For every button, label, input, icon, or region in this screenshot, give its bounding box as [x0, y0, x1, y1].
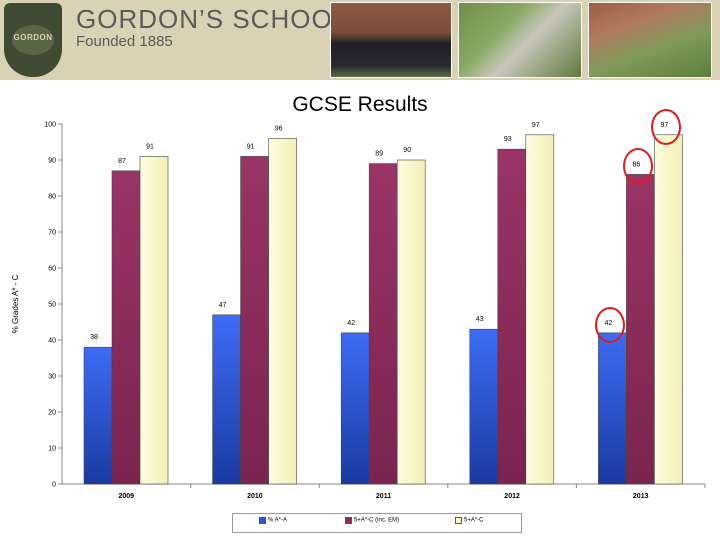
data-label: 96	[275, 125, 283, 132]
school-name: GORDON’S SCHOOL	[76, 4, 349, 34]
legend-item: 5+A*-C	[455, 517, 484, 524]
bar-5-a-c-inc-em--2013	[626, 174, 655, 485]
crest-emblem	[12, 25, 54, 55]
bar-5-a-c-2011	[396, 159, 426, 485]
y-tick-label: 70	[48, 230, 56, 237]
bar-5-a-c-2012	[525, 134, 555, 485]
y-tick-label: 20	[48, 410, 56, 417]
x-tick-label: 2010	[247, 493, 263, 500]
highlight-circle	[623, 148, 654, 185]
team-photo	[330, 2, 452, 78]
y-axis-label: % Grades A* - C	[11, 274, 20, 333]
bar-5-a-c-inc-em--2010	[240, 156, 269, 485]
x-tick-label: 2012	[504, 493, 520, 500]
data-label: 38	[90, 334, 98, 341]
running-photo	[588, 2, 712, 78]
bar-5-a-c-inc-em--2011	[368, 163, 398, 485]
bar-5-a-c-inc-em--2009	[111, 170, 141, 485]
highlight-circle	[651, 108, 682, 145]
crest-label: GORDON	[13, 33, 53, 42]
bar--a-a-2011	[340, 332, 370, 485]
founded-year: Founded 1885	[76, 33, 173, 50]
y-tick-label: 0	[52, 482, 56, 489]
legend-item: 5+A*-C (inc. EM)	[345, 517, 399, 524]
highlight-circle	[595, 306, 626, 343]
header-banner: GORDON GORDON’S SCHOOL Founded 1885	[0, 0, 720, 80]
bar--a-a-2010	[212, 314, 241, 485]
bar-5-a-c-2009	[139, 156, 169, 485]
bar-5-a-c-inc-em--2012	[497, 148, 527, 485]
data-label: 43	[476, 316, 484, 323]
data-label: 91	[247, 143, 255, 150]
data-label: 89	[375, 151, 383, 158]
legend-item: % A*-A	[259, 517, 287, 524]
x-tick-label: 2009	[119, 493, 135, 500]
gcse-bar-chart: 0 10 20 30 40 50 60 70 80 90 100 % Grades A* - C 200…	[11, 122, 706, 500]
bar--a-a-2013	[598, 332, 627, 485]
y-tick-label: 100	[44, 122, 56, 129]
data-label: 47	[219, 302, 227, 309]
legend-swatch	[455, 517, 462, 524]
y-tick-label: 50	[48, 302, 56, 309]
legend-swatch	[345, 517, 352, 524]
y-tick-label: 40	[48, 338, 56, 345]
legend-swatch	[259, 517, 266, 524]
data-label: 93	[504, 136, 512, 143]
cricket-photo	[458, 2, 582, 78]
data-label: 90	[403, 147, 411, 154]
chart-legend: % A*-A 5+A*-C (inc. EM) 5+A*-C	[232, 513, 522, 533]
x-tick-label: 2011	[376, 493, 391, 500]
bar-5-a-c-2013	[654, 134, 683, 485]
y-tick-label: 60	[48, 266, 56, 273]
y-tick-label: 90	[48, 158, 56, 165]
legend-label: 5+A*-C	[464, 517, 484, 524]
y-tick-label: 80	[48, 194, 56, 201]
chart-title: GCSE Results	[292, 93, 428, 116]
bar--a-a-2009	[83, 346, 113, 485]
bar--a-a-2012	[469, 328, 499, 485]
data-label: 91	[146, 143, 154, 150]
data-label: 87	[118, 158, 126, 165]
data-label: 42	[347, 320, 355, 327]
y-tick-label: 30	[48, 374, 56, 381]
school-crest-icon: GORDON	[4, 3, 62, 77]
data-label: 97	[532, 122, 540, 129]
legend-label: 5+A*-C (inc. EM)	[354, 517, 400, 524]
bar-5-a-c-2010	[268, 138, 297, 485]
x-tick-label: 2013	[633, 493, 649, 500]
legend-label: % A*-A	[268, 517, 288, 524]
y-tick-label: 10	[48, 446, 56, 453]
